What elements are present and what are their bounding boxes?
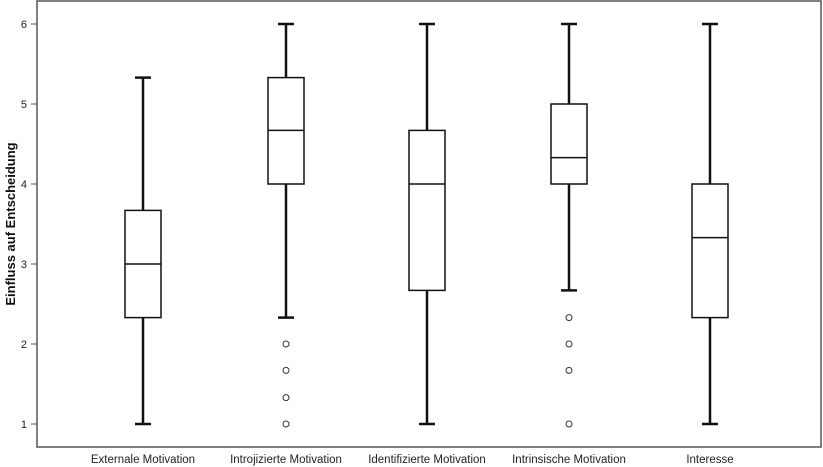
box-0 <box>124 76 162 426</box>
y-tick-label: 5 <box>21 99 27 111</box>
outlier-point <box>565 340 573 348</box>
x-tick-label: Identifizierte Motivation <box>368 454 486 466</box>
y-tick-label: 4 <box>21 179 27 191</box>
box-3 <box>550 22 588 428</box>
box-1 <box>267 22 305 428</box>
y-axis: 1 2 3 4 5 6 <box>21 19 37 431</box>
outlier-point <box>282 366 290 374</box>
y-tick-label: 2 <box>21 339 27 351</box>
outlier-point <box>565 314 573 322</box>
outlier-point <box>565 366 573 374</box>
iqr-box <box>408 129 446 292</box>
outlier-point <box>282 340 290 348</box>
x-tick-label: Introjizierte Motivation <box>230 454 342 466</box>
iqr-box <box>691 183 729 319</box>
box-2 <box>408 22 446 426</box>
box-4 <box>691 22 729 426</box>
plot-frame <box>36 0 822 448</box>
x-tick-label: Externale Motivation <box>91 454 195 466</box>
outlier-point <box>282 394 290 402</box>
y-tick-label: 6 <box>21 19 27 31</box>
y-axis-title: Einfluss auf Entscheidung <box>3 142 18 305</box>
boxes <box>124 22 729 428</box>
x-tick-label: Intrinsische Motivation <box>512 454 626 466</box>
x-tick-label: Interesse <box>686 454 733 466</box>
iqr-box <box>550 103 588 185</box>
y-tick-label: 3 <box>21 259 27 271</box>
outlier-point <box>282 420 290 428</box>
x-axis: Externale Motivation Introjizierte Motiva… <box>91 454 734 466</box>
y-tick-label: 1 <box>21 419 27 431</box>
outlier-point <box>565 420 573 428</box>
